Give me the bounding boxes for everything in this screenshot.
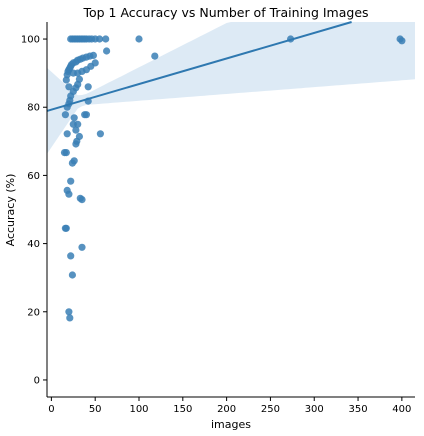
- data-point: [78, 196, 86, 204]
- data-point: [78, 243, 86, 251]
- y-tick-label: 100: [21, 35, 40, 46]
- x-tick-label: 100: [129, 404, 148, 415]
- data-point: [74, 120, 82, 128]
- data-point: [89, 51, 97, 60]
- y-axis-label: Accuracy (%): [4, 174, 17, 247]
- x-tick-label: 200: [217, 404, 236, 415]
- x-tick-label: 0: [48, 404, 54, 415]
- x-ticks: 0 50 100 150 200 250 300 350 400: [48, 397, 411, 415]
- regression-line: [46, 21, 352, 112]
- y-ticks: 0 20 40 60 80 100: [21, 35, 47, 386]
- y-tick-label: 20: [27, 307, 40, 318]
- data-points: [60, 35, 406, 322]
- data-point: [84, 83, 92, 91]
- data-point: [96, 130, 104, 138]
- regression-line-group: [46, 21, 352, 112]
- chart-title: Top 1 Accuracy vs Number of Training Ima…: [82, 5, 368, 20]
- x-tick-label: 400: [392, 404, 411, 415]
- data-point: [398, 37, 406, 45]
- y-tick-label: 0: [34, 375, 40, 386]
- data-point: [103, 47, 111, 55]
- data-point: [72, 126, 80, 134]
- y-tick-label: 60: [27, 171, 40, 182]
- data-point: [63, 130, 71, 138]
- data-point: [82, 111, 90, 119]
- confidence-band: [47, 22, 415, 154]
- data-point: [61, 111, 69, 119]
- data-point: [75, 75, 83, 83]
- x-tick-label: 50: [89, 404, 102, 415]
- data-point: [70, 157, 78, 165]
- data-point: [65, 190, 73, 198]
- data-point: [68, 271, 76, 279]
- data-point: [62, 149, 70, 157]
- confidence-band-area: [47, 22, 415, 154]
- x-tick-label: 150: [173, 404, 192, 415]
- data-point: [67, 252, 75, 260]
- data-point: [65, 83, 73, 91]
- data-point: [65, 308, 73, 316]
- data-point: [135, 35, 143, 43]
- data-point: [96, 35, 104, 43]
- data-point: [62, 224, 70, 232]
- data-point: [70, 114, 78, 122]
- data-point: [67, 177, 75, 185]
- data-point: [91, 59, 99, 67]
- data-point: [66, 314, 74, 322]
- y-tick-label: 80: [27, 103, 40, 114]
- y-tick-label: 40: [27, 239, 40, 250]
- x-tick-label: 250: [261, 404, 280, 415]
- data-point: [102, 35, 110, 43]
- x-tick-label: 350: [349, 404, 368, 415]
- x-tick-label: 300: [305, 404, 324, 415]
- x-axis-label: images: [211, 418, 251, 431]
- data-point: [151, 52, 159, 60]
- data-point: [75, 132, 83, 141]
